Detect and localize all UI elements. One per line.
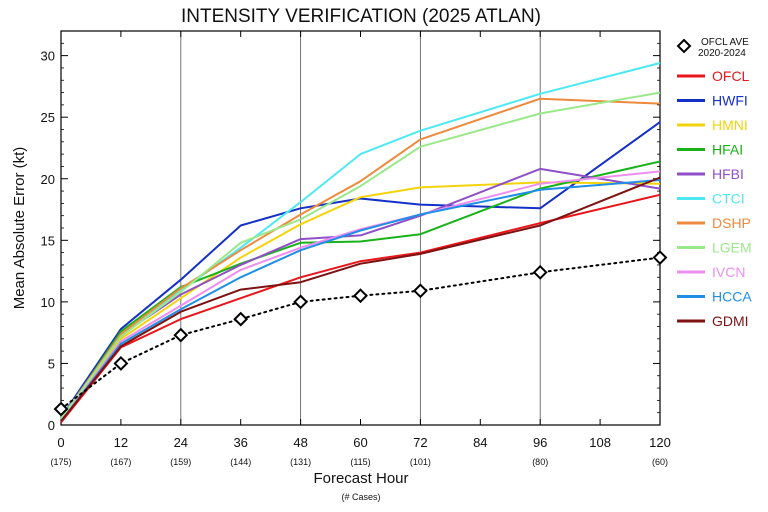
y-tick-label-5: 5	[48, 356, 55, 371]
x-tick-label-60: 60	[353, 435, 367, 450]
x-tick-label-96: 96	[533, 435, 547, 450]
reference-marker-12	[113, 356, 129, 371]
legend-label-dshp: DSHP	[712, 215, 751, 231]
vertical-gridlines	[180, 31, 541, 425]
legend-label-gdmi: GDMI	[712, 313, 749, 329]
x-tick-label-72: 72	[413, 435, 427, 450]
reference-marker-0	[53, 401, 69, 417]
y-tick-label-20: 20	[41, 172, 55, 187]
case-count-24: (159)	[170, 457, 191, 467]
x-tick-label-84: 84	[473, 435, 487, 450]
case-count-36: (144)	[230, 457, 251, 467]
reference-marker-96	[532, 264, 548, 280]
legend-label-ivcn: IVCN	[712, 264, 745, 280]
legend-label-lgem: LGEM	[712, 240, 752, 256]
y-axis-ticks: 0 5 10 15 20 25 30	[41, 30, 660, 433]
reference-marker-36	[233, 311, 249, 327]
series-line-hfai	[60, 160, 661, 421]
y-axis-label: Mean Absolute Error (kt)	[11, 147, 28, 310]
legend-reference-marker	[676, 38, 692, 54]
x-tick-label-0: 0	[57, 435, 64, 450]
reference-marker-72	[412, 283, 428, 299]
case-count-96: (80)	[532, 457, 548, 467]
legend-reference-label-line2: 2020-2024	[698, 48, 746, 59]
x-tick-label-36: 36	[233, 435, 247, 450]
legend-label-ofcl: OFCL	[712, 68, 750, 84]
case-count-labels: (175) (167) (159) (144) (131) (115) (101) (80) (…	[50, 457, 668, 467]
case-count-72: (101)	[410, 457, 431, 467]
reference-marker-120	[652, 250, 668, 265]
series-line-hwfi	[60, 121, 661, 419]
y-tick-label-30: 30	[41, 49, 55, 64]
case-count-0: (175)	[50, 457, 71, 467]
legend-label-ctci: CTCI	[712, 191, 745, 207]
legend-label-hcca: HCCA	[712, 289, 752, 305]
legend-label-hfbi: HFBI	[712, 166, 744, 182]
y-tick-label-0: 0	[48, 418, 55, 433]
x-tick-label-12: 12	[114, 435, 128, 450]
case-count-120: (60)	[652, 457, 668, 467]
reference-marker-60	[353, 288, 368, 304]
case-count-48: (131)	[290, 457, 311, 467]
series-line-ofcl	[60, 193, 661, 424]
y-tick-label-25: 25	[41, 110, 55, 125]
series-lines	[60, 62, 661, 424]
reference-series	[53, 250, 668, 417]
legend-label-hmni: HMNI	[712, 117, 748, 133]
series-line-dshp	[60, 97, 661, 420]
x-tick-label-48: 48	[293, 435, 307, 450]
series-line-ivcn	[60, 170, 661, 422]
chart-title: INTENSITY VERIFICATION (2025 ATLAN)	[181, 6, 541, 27]
x-axis-ticks: 0 12 24 36 48 60 72 84 96 108 120	[57, 31, 671, 450]
series-line-lgem	[60, 91, 661, 420]
y-tick-label-15: 15	[41, 233, 55, 248]
legend-label-hfai: HFAI	[712, 142, 743, 158]
x-axis-sublabel: (# Cases)	[341, 492, 380, 502]
series-line-hcca	[60, 179, 661, 422]
legend-reference-label-line1: OFCL AVE	[701, 37, 749, 48]
x-tick-label-120: 120	[649, 435, 671, 450]
plot-area-frame	[60, 30, 661, 426]
case-count-60: (115)	[350, 457, 370, 467]
reference-marker-24	[173, 327, 189, 343]
series-line-gdmi	[60, 176, 661, 422]
y-tick-label-10: 10	[41, 295, 55, 310]
x-tick-label-108: 108	[589, 435, 611, 450]
case-count-12: (167)	[110, 457, 131, 467]
series-line-ctci	[60, 62, 661, 419]
x-axis-label: Forecast Hour	[313, 470, 408, 487]
x-tick-label-24: 24	[174, 435, 188, 450]
reference-marker-48	[293, 294, 309, 310]
legend-label-hwfi: HWFI	[712, 93, 748, 109]
